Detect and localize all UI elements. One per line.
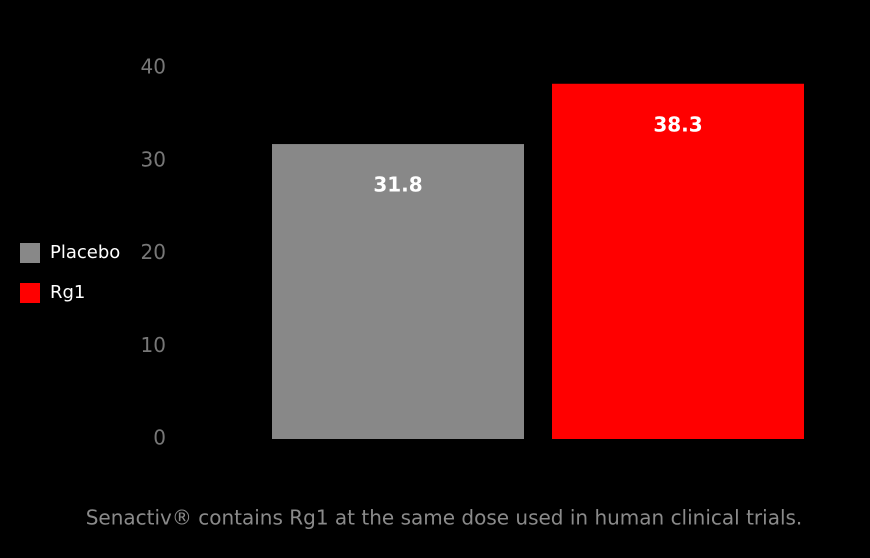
y-tick-label: 40 bbox=[141, 55, 166, 79]
legend-swatch bbox=[20, 283, 40, 303]
legend-swatch bbox=[20, 243, 40, 263]
y-tick-label: 0 bbox=[153, 426, 166, 450]
y-tick-label: 10 bbox=[141, 333, 166, 357]
legend-label: Placebo bbox=[50, 242, 120, 263]
legend-label: Rg1 bbox=[50, 282, 85, 303]
bar bbox=[272, 144, 524, 439]
data-label: 38.3 bbox=[653, 112, 702, 136]
y-tick-label: 30 bbox=[141, 147, 166, 171]
data-label: 31.8 bbox=[373, 173, 422, 197]
bar bbox=[552, 83, 804, 439]
chart-caption: Senactiv® contains Rg1 at the same dose … bbox=[86, 506, 803, 530]
y-tick-label: 20 bbox=[141, 240, 166, 264]
